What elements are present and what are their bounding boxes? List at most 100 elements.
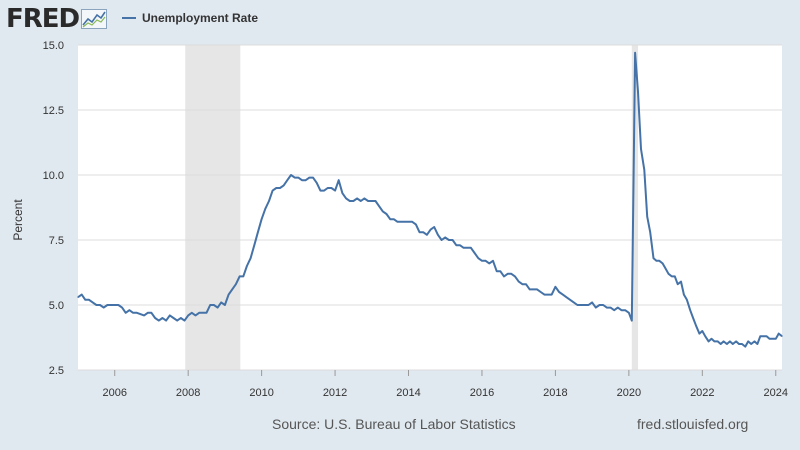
data-point (634, 52, 636, 54)
chart-header: FRED Unemployment Rate (0, 0, 800, 40)
data-point (543, 294, 546, 296)
data-point (580, 304, 582, 306)
data-point (565, 296, 568, 298)
data-point (463, 247, 465, 249)
data-point (554, 286, 557, 288)
data-point (477, 257, 479, 259)
data-point (272, 190, 274, 192)
data-point (525, 283, 527, 285)
data-point (235, 283, 237, 285)
y-tick-label: 7.5 (49, 235, 64, 247)
data-point (183, 320, 186, 322)
data-point (352, 200, 354, 202)
x-tick-label: 2024 (764, 387, 788, 399)
data-point (720, 343, 722, 345)
data-point (735, 340, 737, 342)
data-point (587, 304, 590, 306)
data-point (756, 343, 759, 345)
y-tick-label: 12.5 (43, 105, 64, 117)
data-point (529, 288, 531, 290)
data-point (165, 320, 167, 322)
data-point (655, 260, 658, 262)
data-point (692, 317, 694, 319)
data-point (239, 275, 241, 277)
data-point (209, 304, 211, 306)
data-point (444, 236, 446, 238)
data-point (205, 312, 208, 314)
site-link[interactable]: fred.stlouisfed.org (637, 416, 749, 432)
y-tick-label: 10.0 (43, 170, 64, 182)
data-point (665, 268, 667, 270)
data-point (264, 208, 266, 210)
data-point (437, 234, 439, 236)
data-point (378, 205, 380, 207)
data-point (775, 338, 777, 340)
y-tick-label: 5.0 (49, 300, 64, 312)
data-point (430, 229, 432, 231)
data-point (279, 187, 281, 189)
data-point (338, 179, 340, 181)
data-point (275, 187, 277, 189)
data-point (686, 299, 688, 301)
data-point (683, 294, 685, 296)
data-point (228, 294, 230, 296)
data-point (125, 312, 127, 314)
data-point (518, 281, 520, 283)
data-point (231, 288, 233, 290)
data-point (576, 304, 579, 306)
data-point (499, 270, 501, 272)
data-point (532, 288, 535, 290)
data-point (671, 275, 673, 277)
data-point (652, 257, 655, 259)
data-point (400, 221, 402, 223)
fred-logo[interactable]: FRED (6, 4, 108, 34)
data-point (708, 340, 710, 342)
data-point (297, 177, 299, 179)
x-tick-label: 2014 (396, 387, 420, 399)
data-point (363, 197, 365, 199)
data-point (194, 314, 197, 316)
data-point (213, 304, 215, 306)
x-tick-label: 2012 (323, 387, 347, 399)
data-point (637, 91, 639, 93)
data-point (448, 239, 450, 241)
data-point (507, 273, 509, 275)
data-point (459, 244, 461, 246)
data-point (242, 275, 244, 277)
data-point (723, 340, 725, 342)
y-axis-label: Percent (11, 199, 25, 241)
data-point (766, 335, 768, 337)
data-point (407, 221, 410, 223)
data-point (161, 317, 164, 319)
data-point (418, 231, 421, 233)
data-point (172, 317, 175, 319)
data-point (558, 291, 560, 293)
data-point (689, 309, 691, 311)
y-tick-label: 2.5 (49, 365, 64, 377)
data-point (680, 281, 682, 283)
data-point (474, 252, 476, 254)
data-point (452, 239, 454, 241)
data-point (750, 343, 752, 345)
data-point (286, 179, 288, 181)
data-point (613, 309, 615, 311)
data-point (301, 179, 303, 181)
data-point (415, 223, 417, 225)
data-point (246, 265, 248, 267)
legend-swatch (122, 17, 136, 19)
recession-band (631, 45, 639, 370)
data-point (253, 244, 255, 246)
data-point (150, 312, 152, 314)
data-point (132, 312, 134, 314)
data-point (143, 314, 145, 316)
data-point (319, 190, 321, 192)
data-point (598, 304, 601, 306)
x-tick-label: 2008 (176, 387, 200, 399)
data-point (569, 299, 571, 301)
data-point (606, 307, 608, 309)
data-point (84, 299, 86, 301)
recession-band (185, 45, 241, 370)
data-point (187, 314, 189, 316)
data-point (327, 187, 329, 189)
data-point (283, 184, 285, 186)
